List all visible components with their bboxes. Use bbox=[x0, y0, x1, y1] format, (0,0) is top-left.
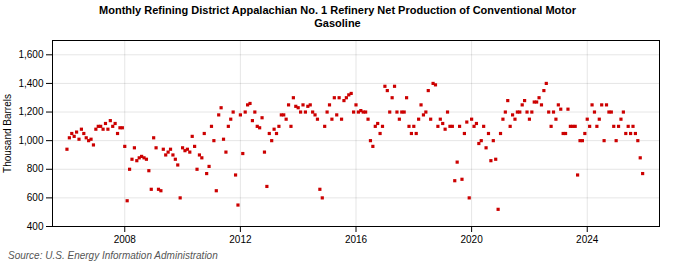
svg-text:2024: 2024 bbox=[576, 234, 599, 245]
svg-text:Thousand Barrels: Thousand Barrels bbox=[2, 94, 13, 173]
svg-text:2020: 2020 bbox=[460, 234, 483, 245]
svg-text:1,400: 1,400 bbox=[18, 78, 43, 89]
svg-text:2012: 2012 bbox=[229, 234, 252, 245]
svg-text:400: 400 bbox=[27, 221, 44, 232]
html-text:Monthly Refining District Appa: Monthly Refining District Appalachian No… bbox=[99, 4, 576, 29]
svg-text:2016: 2016 bbox=[345, 234, 368, 245]
svg-text:600: 600 bbox=[27, 192, 44, 203]
html-text:Source: U.S. Energy Informatio: Source: U.S. Energy Information Administ… bbox=[8, 250, 218, 261]
svg-text:2008: 2008 bbox=[114, 234, 137, 245]
svg-text:1,200: 1,200 bbox=[18, 106, 43, 117]
svg-text:1,000: 1,000 bbox=[18, 135, 43, 146]
svg-text:1,600: 1,600 bbox=[18, 49, 43, 60]
svg-text:800: 800 bbox=[27, 163, 44, 174]
